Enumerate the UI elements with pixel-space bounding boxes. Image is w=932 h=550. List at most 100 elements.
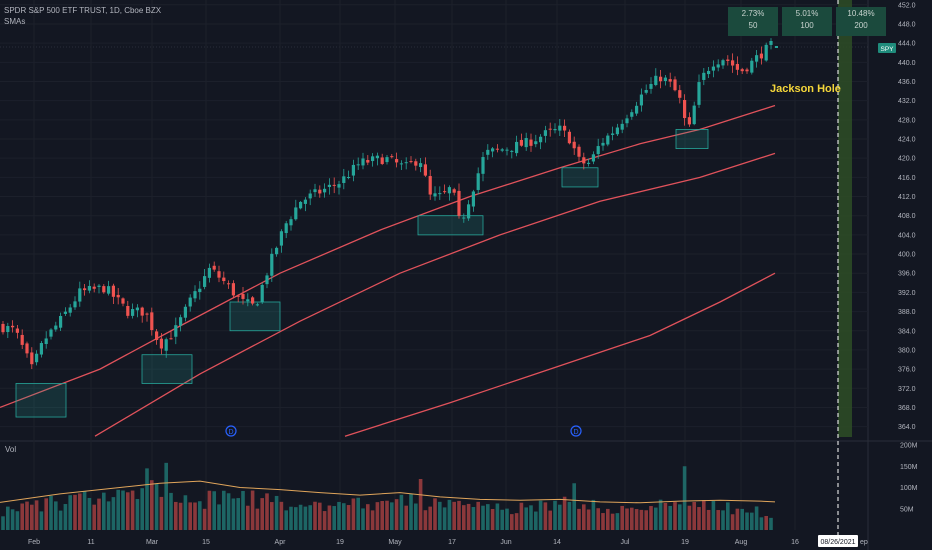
volume-bar xyxy=(706,509,711,530)
candle-body xyxy=(750,60,754,73)
volume-bar xyxy=(34,500,39,530)
candle-body xyxy=(155,331,159,340)
price-tick-label: 368.0 xyxy=(898,405,916,412)
candle-body xyxy=(385,157,389,163)
date-marker[interactable]: 08/26/2021 ep xyxy=(818,535,868,547)
volume-bar xyxy=(332,506,336,530)
volume-bar xyxy=(476,501,480,530)
time-tick-label: Jul xyxy=(621,539,630,546)
price-axis[interactable]: 364.0 368.0 372.0 376.0 380.0 384.0 388.0 392.0… xyxy=(898,2,918,513)
volume-bar xyxy=(308,505,312,530)
candle-body xyxy=(755,55,759,62)
volume-tick-label: 100M xyxy=(900,485,918,492)
volume-bar xyxy=(265,493,269,530)
time-tick-label: 19 xyxy=(336,539,344,546)
candle-body xyxy=(668,79,672,82)
volume-bar xyxy=(745,512,749,530)
candle-body xyxy=(126,306,130,316)
candle-body xyxy=(212,265,216,270)
candle-body xyxy=(707,70,711,75)
volume-bar xyxy=(6,506,10,530)
time-tick-label: 16 xyxy=(791,539,799,546)
volume-bar xyxy=(481,505,485,530)
time-tick-label: Jun xyxy=(500,539,511,546)
candle-body xyxy=(107,286,111,294)
volume-bar xyxy=(10,509,15,530)
candle-body xyxy=(366,159,370,163)
price-tick-label: 380.0 xyxy=(898,347,916,354)
symbol-title[interactable]: SPDR S&P 500 ETF TRUST, 1D, Cboe BZX xyxy=(4,6,162,15)
candle-body xyxy=(625,118,629,124)
volume-bar xyxy=(106,501,111,530)
volume-bar xyxy=(658,499,663,530)
candle-body xyxy=(347,176,351,178)
ticker-badge[interactable]: SPY xyxy=(878,43,896,53)
volume-bar xyxy=(217,504,221,530)
volume-bar xyxy=(313,501,317,530)
candle-body xyxy=(44,338,48,344)
volume-bar xyxy=(558,504,562,530)
volume-bar xyxy=(130,490,135,530)
volume-bar xyxy=(414,503,418,530)
time-axis[interactable]: Feb 11 Mar 15 Apr 19 May 17 Jun 14 Jul 19 Aug 16 xyxy=(28,539,799,546)
price-tick-label: 392.0 xyxy=(898,290,916,297)
volume-bar xyxy=(145,468,149,530)
sma-100-line xyxy=(94,152,776,437)
price-tick-label: 404.0 xyxy=(898,232,916,239)
volume-bar xyxy=(519,502,524,530)
volume-bar xyxy=(1,516,5,530)
volume-bar xyxy=(289,506,293,530)
volume-bar xyxy=(678,504,682,530)
candle-body xyxy=(303,199,307,204)
candle-body xyxy=(433,193,437,197)
candle-body xyxy=(356,164,360,166)
sma-100-pct: 5.01% xyxy=(795,9,819,18)
candle-body xyxy=(318,189,322,194)
volume-bar xyxy=(385,500,389,530)
volume-tick-label: 200M xyxy=(900,443,918,450)
candle-body xyxy=(702,72,706,80)
candle-body xyxy=(654,75,658,86)
volume-bar xyxy=(409,493,413,530)
candle-body xyxy=(630,112,634,117)
volume-bar xyxy=(673,502,677,530)
candle-body xyxy=(135,307,139,311)
candle-body xyxy=(457,190,461,216)
indicator-label[interactable]: SMAs xyxy=(4,17,26,26)
volume-bar xyxy=(692,501,696,530)
time-tick-label: 15 xyxy=(202,539,210,546)
volume-bar xyxy=(63,504,68,530)
time-tick-label: May xyxy=(388,539,402,546)
candle-body xyxy=(764,44,768,61)
price-tick-label: 396.0 xyxy=(898,271,916,278)
sma-200-period: 200 xyxy=(854,21,868,30)
volume-bar xyxy=(154,483,159,530)
volume-bar xyxy=(582,504,586,530)
volume-bar xyxy=(198,501,202,530)
volume-bar xyxy=(495,503,500,530)
jackson-hole-highlight xyxy=(838,0,852,437)
candle-body xyxy=(323,188,327,193)
candle-body xyxy=(49,329,53,337)
volume-bar xyxy=(87,497,92,530)
volume-bar xyxy=(39,511,44,530)
candle-body xyxy=(524,138,528,148)
time-tick-label: Aug xyxy=(735,539,748,546)
support-boxes xyxy=(15,129,709,418)
volume-bar xyxy=(567,501,572,530)
candle-body xyxy=(121,298,125,304)
candle-body xyxy=(529,139,533,146)
candle-body xyxy=(289,219,293,226)
volume-bar xyxy=(750,512,754,530)
volume-bar xyxy=(466,503,471,530)
candle-body xyxy=(351,164,355,176)
volume-bar xyxy=(524,507,528,530)
candle-body xyxy=(735,63,739,70)
volume-bar xyxy=(572,483,576,530)
volume-bar xyxy=(615,513,620,530)
volume-bar xyxy=(740,508,744,530)
support-box xyxy=(141,354,193,384)
volume-bar xyxy=(274,495,279,530)
